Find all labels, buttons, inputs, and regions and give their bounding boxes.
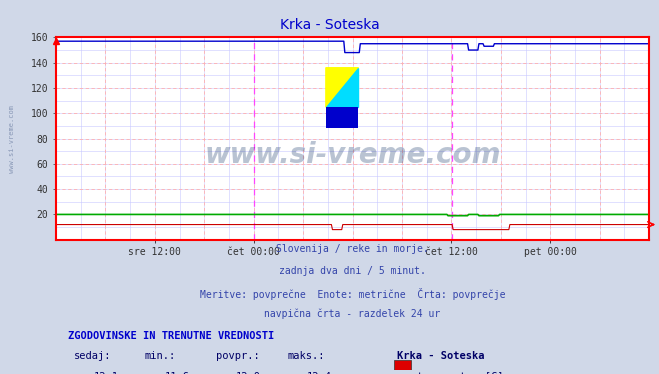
Polygon shape	[326, 68, 358, 107]
Text: zadnja dva dni / 5 minut.: zadnja dva dni / 5 minut.	[279, 266, 426, 276]
Text: www.si-vreme.com: www.si-vreme.com	[204, 141, 501, 169]
Text: 11,6: 11,6	[165, 371, 190, 374]
Text: ZGODOVINSKE IN TRENUTNE VREDNOSTI: ZGODOVINSKE IN TRENUTNE VREDNOSTI	[68, 331, 274, 341]
Text: Meritve: povprečne  Enote: metrične  Črta: povprečje: Meritve: povprečne Enote: metrične Črta:…	[200, 288, 505, 300]
Text: 12,4: 12,4	[307, 371, 332, 374]
Text: min.:: min.:	[145, 351, 176, 361]
Text: povpr.:: povpr.:	[216, 351, 260, 361]
Text: sedaj:: sedaj:	[74, 351, 111, 361]
Text: temperatura[C]: temperatura[C]	[416, 371, 504, 374]
Bar	[394, 360, 411, 374]
Text: 12,0: 12,0	[236, 371, 261, 374]
Text: navpična črta - razdelek 24 ur: navpična črta - razdelek 24 ur	[264, 309, 441, 319]
Text: Krka - Soteska: Krka - Soteska	[279, 18, 380, 32]
Bar	[326, 107, 358, 128]
Polygon shape	[326, 68, 358, 107]
Text: Krka - Soteska: Krka - Soteska	[397, 351, 484, 361]
Text: maks.:: maks.:	[287, 351, 325, 361]
Text: Slovenija / reke in morje.: Slovenija / reke in morje.	[276, 243, 429, 254]
Text: www.si-vreme.com: www.si-vreme.com	[9, 105, 14, 172]
Text: 12,1: 12,1	[94, 371, 119, 374]
